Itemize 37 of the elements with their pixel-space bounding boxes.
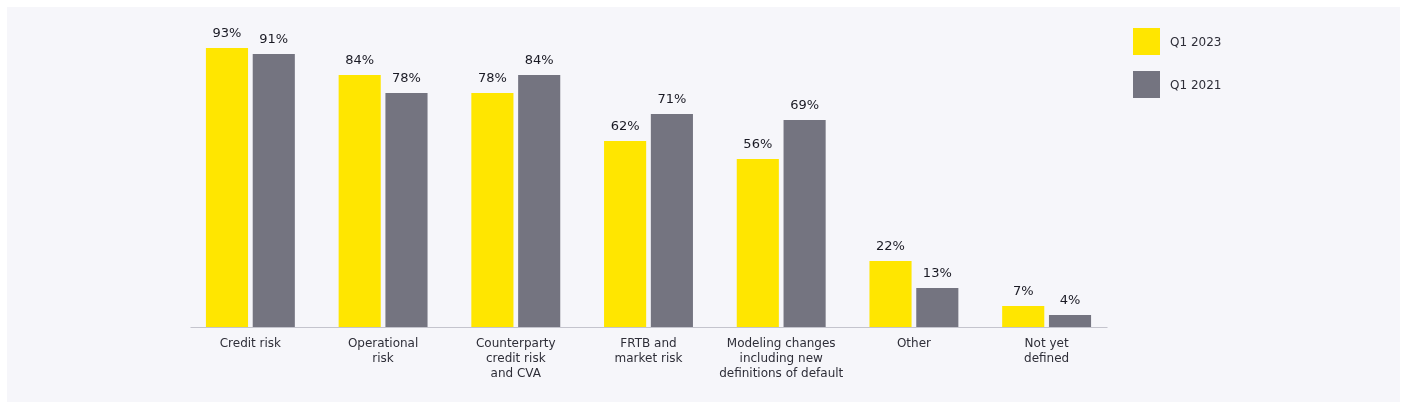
bar — [338, 75, 381, 327]
bar — [518, 75, 561, 327]
data-label: 4% — [1059, 292, 1081, 307]
bar — [252, 54, 295, 327]
data-label: 93% — [212, 25, 242, 40]
bar — [604, 141, 647, 327]
data-label: 78% — [392, 70, 421, 85]
x-tick-label: Operational risk — [347, 335, 419, 365]
data-label: 22% — [876, 238, 905, 253]
data-label: 7% — [1012, 283, 1034, 298]
data-label: 71% — [657, 91, 687, 106]
data-label: 84% — [345, 52, 375, 67]
x-tick-label: Not yet defined — [1024, 335, 1070, 365]
x-tick-label: Modeling changes including new definitions of default — [719, 335, 844, 380]
bar — [869, 261, 912, 327]
bar — [205, 48, 249, 327]
data-label: 84% — [524, 52, 554, 67]
bar — [1048, 315, 1092, 327]
data-label: 78% — [477, 70, 507, 85]
data-label: 13% — [922, 265, 952, 280]
data-label: 62% — [610, 118, 640, 133]
bar — [736, 159, 779, 327]
bar — [1002, 306, 1045, 327]
x-tick-label: Counterparty credit risk and CVA — [475, 335, 556, 380]
x-tick-label: FRTB and market risk — [614, 335, 683, 365]
legend-label: Q1 2021 — [1170, 77, 1222, 92]
x-tick-label: Other — [896, 335, 932, 350]
data-label: 69% — [790, 97, 820, 112]
data-label: 91% — [259, 31, 289, 46]
bar — [783, 120, 826, 327]
bar — [471, 93, 514, 327]
bar — [385, 93, 428, 327]
legend-label: Q1 2023 — [1170, 34, 1222, 49]
data-label: 56% — [743, 136, 773, 151]
bar — [650, 114, 693, 327]
x-tick-label: Credit risk — [219, 335, 282, 350]
bar — [916, 288, 959, 327]
